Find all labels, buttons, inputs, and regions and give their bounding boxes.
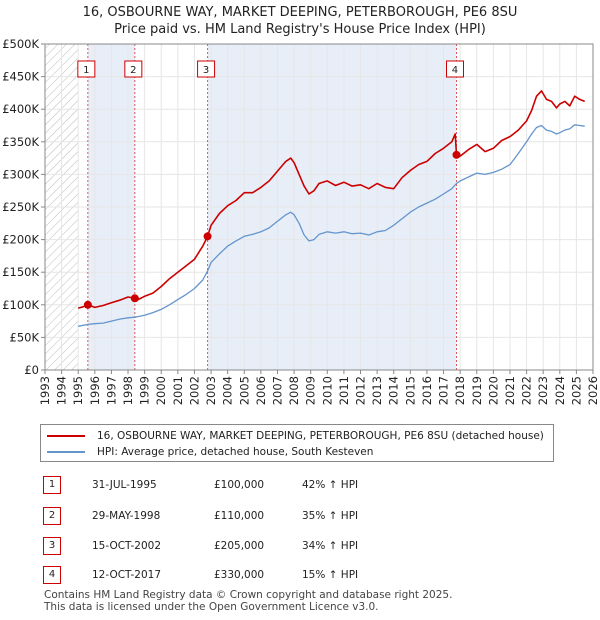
sale-date-4: 12-OCT-2017 (92, 569, 161, 581)
y-tick-label-300000: £300K (2, 167, 39, 181)
price-chart: 1 2 3 4 £0 £50K £100K £150K £200K £250K £300K £350… (2, 37, 600, 405)
x-tick-label-2006: 2006 (254, 376, 268, 405)
sale-label-2: 2 (130, 65, 136, 76)
sale-label-box-4 (445, 60, 464, 78)
sale-date-1: 31-JUL-1995 (92, 479, 157, 491)
sale-label-box-3 (197, 60, 216, 78)
series-line-hpi (78, 124, 585, 327)
x-tick-label-2024: 2024 (553, 376, 567, 405)
x-tick-label-2022: 2022 (520, 376, 534, 405)
legend-label-hpi: HPI: Average price, detached house, Sout… (97, 446, 374, 458)
sale-point-3 (203, 232, 212, 241)
x-tick-label-2004: 2004 (221, 376, 235, 405)
chart-title: 16, OSBOURNE WAY, MARKET DEEPING, PETERB… (0, 4, 600, 38)
x-tick-label-1995: 1995 (71, 376, 85, 405)
sale-price-4: £330,000 (214, 569, 265, 581)
x-tick-label-2026: 2026 (586, 376, 600, 405)
y-tick-label-450000: £450K (2, 70, 39, 84)
x-tick-label-2009: 2009 (304, 376, 318, 405)
footer-licence: This data is licensed under the Open Gov… (44, 601, 379, 613)
sale-label-1: 1 (83, 65, 89, 76)
sale-badge-3: 3 (43, 537, 61, 555)
x-tick-label-2011: 2011 (337, 376, 351, 405)
legend-label-property: 16, OSBOURNE WAY, MARKET DEEPING, PETERB… (97, 430, 544, 442)
sale-row-4: 4 12-OCT-2017 £330,000 15% ↑ HPI (40, 566, 560, 586)
sale-point-1 (83, 300, 92, 309)
sale-row-2: 2 29-MAY-1998 £110,000 35% ↑ HPI (40, 507, 560, 527)
sale-badge-1: 1 (43, 476, 61, 494)
footer-copyright: Contains HM Land Registry data © Crown c… (44, 589, 453, 601)
sale-point-2 (130, 294, 139, 303)
sale-point-4 (452, 150, 461, 159)
x-tick-label-2018: 2018 (453, 376, 467, 405)
series-line-property (77, 90, 585, 309)
chart-title-line-1: 16, OSBOURNE WAY, MARKET DEEPING, PETERB… (82, 5, 518, 20)
chart-legend: 16, OSBOURNE WAY, MARKET DEEPING, PETERB… (40, 424, 554, 462)
x-tick-label-1999: 1999 (138, 376, 152, 405)
sale-hpi-1: 42% ↑ HPI (302, 479, 359, 491)
x-tick-label-1998: 1998 (121, 376, 135, 405)
x-tick-label-2014: 2014 (387, 376, 401, 405)
sale-price-2: £110,000 (214, 510, 265, 522)
legend-swatch-property (47, 435, 85, 437)
x-tick-label-2008: 2008 (287, 376, 301, 405)
y-tick-label-350000: £350K (2, 135, 39, 149)
sale-badge-2: 2 (43, 507, 61, 525)
x-tick-label-2019: 2019 (470, 376, 484, 405)
x-tick-label-1994: 1994 (55, 376, 69, 405)
y-tick-label-400000: £400K (2, 102, 39, 116)
y-tick-label-0: £0 (24, 363, 39, 377)
sale-price-1: £100,000 (214, 479, 265, 491)
x-tick-label-1993: 1993 (38, 376, 52, 405)
sale-badge-4: 4 (43, 566, 61, 584)
x-tick-label-2020: 2020 (486, 376, 500, 405)
x-tick-label-2007: 2007 (270, 376, 284, 405)
sale-date-3: 15-OCT-2002 (92, 540, 161, 552)
x-tick-label-2021: 2021 (503, 376, 517, 405)
sale-row-1: 1 31-JUL-1995 £100,000 42% ↑ HPI (40, 476, 560, 496)
footer-notice: Contains HM Land Registry data © Crown c… (44, 589, 452, 613)
chart-title-line-2: Price paid vs. HM Land Registry's House … (114, 22, 486, 37)
x-tick-label-1996: 1996 (88, 376, 102, 405)
y-tick-label-50000: £50K (10, 330, 40, 344)
sale-label-3: 3 (203, 65, 209, 76)
x-tick-label-2003: 2003 (204, 376, 218, 405)
legend-swatch-hpi (47, 451, 85, 453)
y-tick-label-250000: £250K (2, 200, 39, 214)
sale-price-3: £205,000 (214, 540, 265, 552)
y-tick-label-100000: £100K (2, 298, 39, 312)
x-tick-label-2015: 2015 (403, 376, 417, 405)
y-tick-label-150000: £150K (2, 265, 39, 279)
x-tick-label-2002: 2002 (187, 376, 201, 405)
sale-hpi-2: 35% ↑ HPI (302, 510, 359, 522)
sale-label-box-1 (77, 60, 96, 78)
x-tick-label-2012: 2012 (354, 376, 368, 405)
y-tick-label-500000: £500K (2, 37, 39, 51)
sale-label-4: 4 (452, 65, 458, 76)
sale-hpi-4: 15% ↑ HPI (302, 569, 359, 581)
x-tick-label-2025: 2025 (569, 376, 583, 405)
x-tick-label-2017: 2017 (437, 376, 451, 405)
sale-label-box-2 (124, 60, 143, 78)
legend-item-property: 16, OSBOURNE WAY, MARKET DEEPING, PETERB… (47, 428, 544, 444)
x-tick-label-2010: 2010 (320, 376, 334, 405)
x-tick-label-2001: 2001 (171, 376, 185, 405)
x-tick-label-2016: 2016 (420, 376, 434, 405)
legend-item-hpi: HPI: Average price, detached house, Sout… (47, 444, 373, 460)
y-tick-label-200000: £200K (2, 233, 39, 247)
sale-row-3: 3 15-OCT-2002 £205,000 34% ↑ HPI (40, 537, 560, 557)
x-tick-label-2005: 2005 (237, 376, 251, 405)
sale-hpi-3: 34% ↑ HPI (302, 540, 359, 552)
x-tick-label-2000: 2000 (154, 376, 168, 405)
x-tick-label-2023: 2023 (536, 376, 550, 405)
x-tick-label-1997: 1997 (104, 376, 118, 405)
sale-date-2: 29-MAY-1998 (92, 510, 161, 522)
x-tick-label-2013: 2013 (370, 376, 384, 405)
